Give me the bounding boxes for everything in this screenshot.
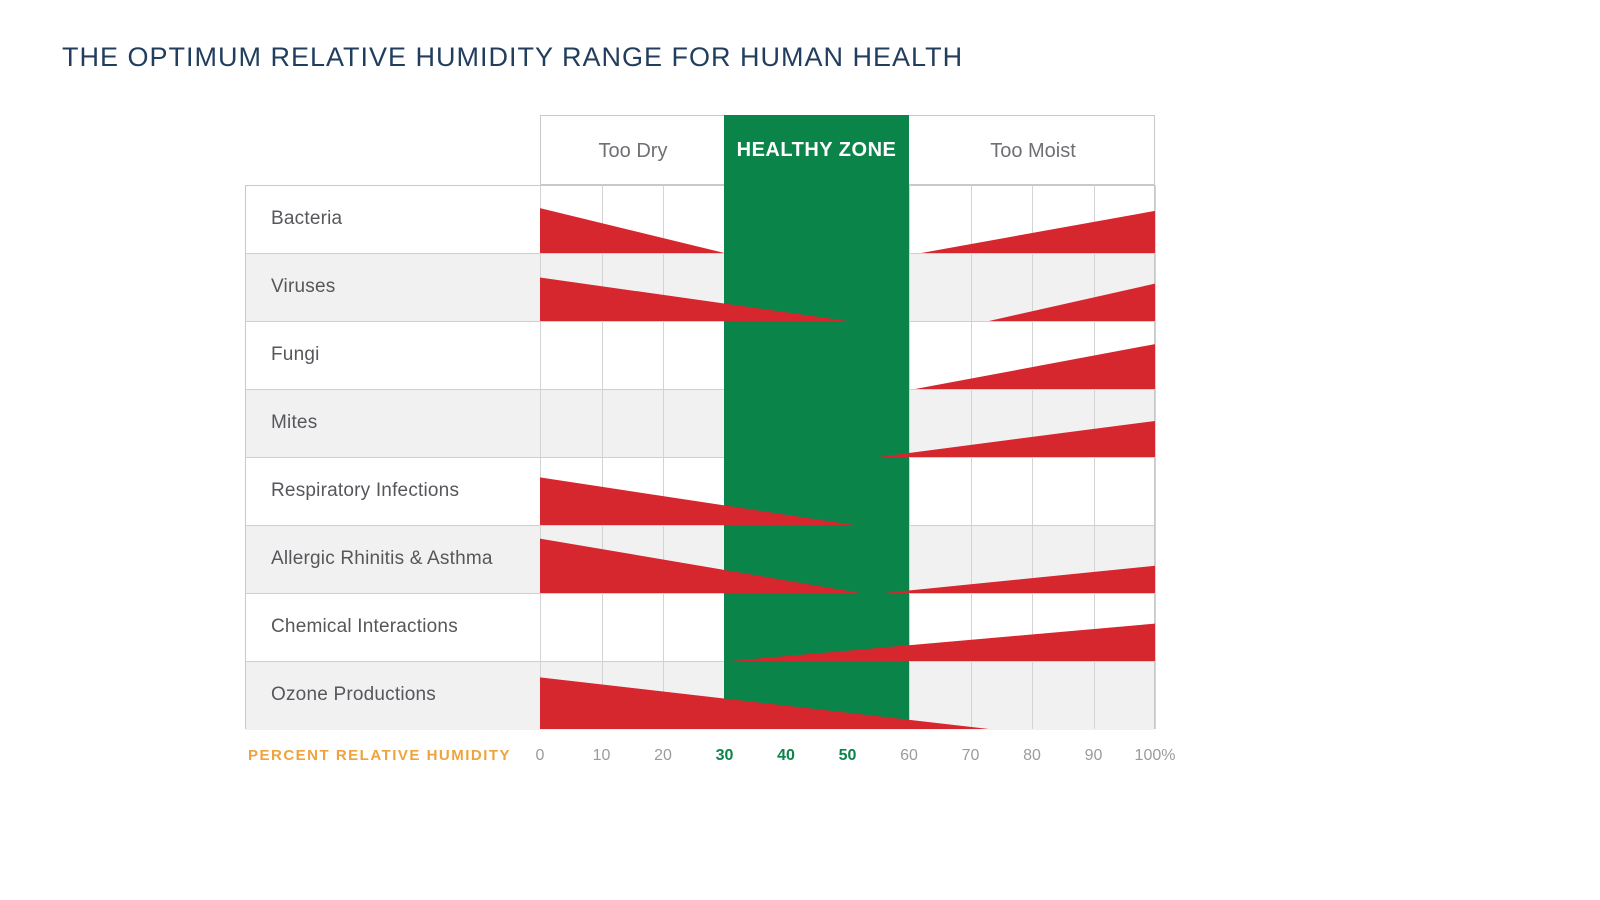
row-label: Chemical Interactions [271, 616, 458, 637]
row-label: Bacteria [271, 208, 343, 229]
grid-line [663, 185, 664, 729]
grid-line [601, 185, 603, 729]
grid-line [1155, 185, 1156, 729]
axis-tick: 80 [1023, 747, 1041, 764]
grid-line [540, 185, 541, 729]
hazard-wedge-moist [921, 210, 1155, 253]
row-label: Mites [271, 412, 318, 433]
row-label: Respiratory Infections [271, 480, 460, 501]
hazard-wedge-moist [884, 565, 1155, 593]
healthy-zone-label: HEALTHY ZONE [736, 139, 897, 161]
axis-tick: 60 [900, 747, 918, 764]
row-label: Viruses [271, 276, 336, 297]
axis-tick: 40 [777, 747, 795, 764]
hazard-wedges-layer [540, 208, 1155, 729]
hazard-wedge-dry [540, 477, 854, 525]
hazard-wedge-moist [878, 420, 1155, 457]
hazard-wedge-dry [540, 208, 725, 253]
axis-tick: 30 [715, 747, 734, 764]
zone-label-too-dry: Too Dry [598, 140, 668, 162]
hazard-wedge-moist [988, 283, 1155, 321]
hazard-wedge-moist [915, 344, 1155, 389]
row-label: Allergic Rhinitis & Asthma [271, 548, 493, 569]
axis-tick: 70 [961, 747, 980, 764]
axis-tick: 0 [535, 747, 545, 764]
hazard-wedge-dry [540, 277, 848, 321]
axis-tick: 50 [838, 747, 857, 764]
hazard-wedge-dry [540, 677, 989, 729]
hazard-wedge-moist [730, 623, 1155, 661]
row-label: Ozone Productions [271, 684, 436, 705]
axis-tick: 100% [1134, 747, 1176, 764]
axis-tick: 20 [654, 747, 672, 764]
axis-tick: 90 [1084, 747, 1103, 764]
page-title: THE OPTIMUM RELATIVE HUMIDITY RANGE FOR … [62, 42, 964, 72]
axis-label: PERCENT RELATIVE HUMIDITY [248, 747, 512, 764]
row-label: Fungi [271, 344, 320, 365]
axis-tick: 10 [592, 747, 611, 764]
zone-label-too-moist: Too Moist [990, 140, 1076, 162]
healthy-zone-band: HEALTHY ZONE [724, 115, 909, 729]
hazard-wedge-dry [540, 538, 860, 593]
